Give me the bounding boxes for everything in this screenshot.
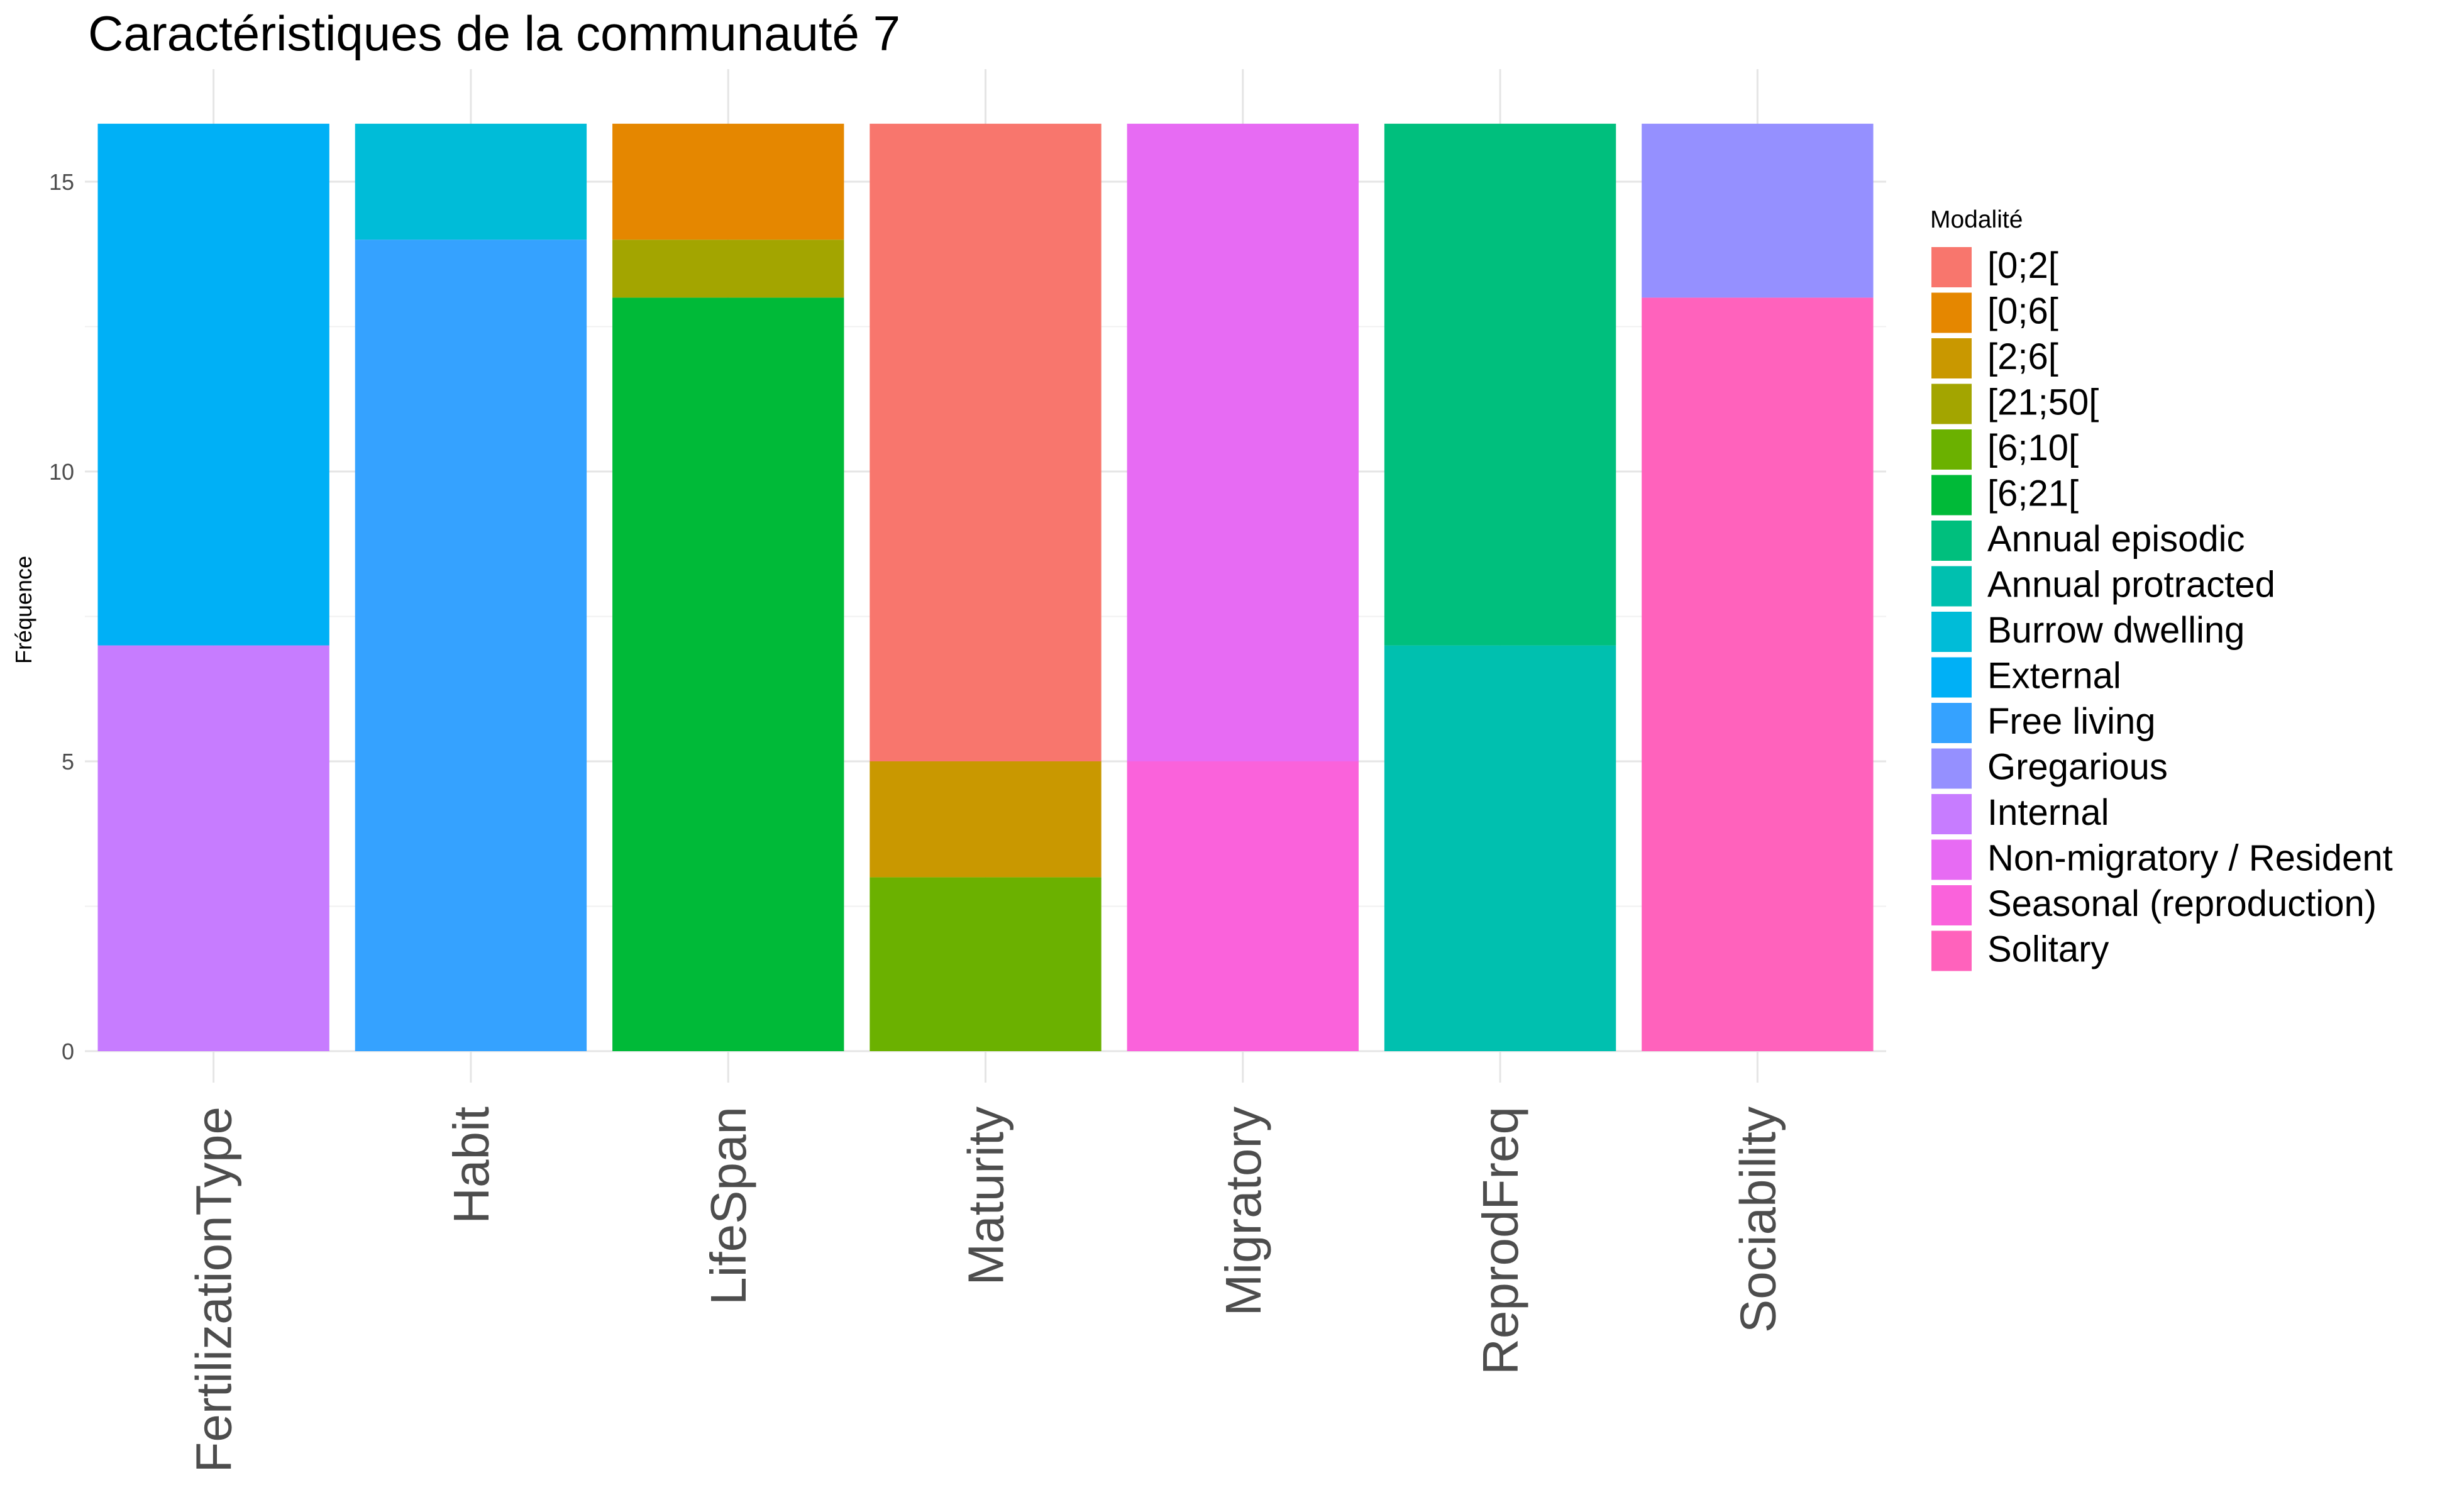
- legend-key: [1931, 748, 1972, 789]
- legend-key: [1931, 839, 1972, 880]
- legend-key: [1931, 338, 1972, 378]
- y-tick-label: 15: [49, 169, 74, 195]
- bar-segment: [1384, 123, 1616, 646]
- legend-label: Seasonal (reproduction): [1987, 883, 2377, 924]
- bar-segment: [1127, 123, 1359, 762]
- legend-key: [1931, 429, 1972, 470]
- bar-segment: [1384, 645, 1616, 1051]
- legend-key: [1931, 475, 1972, 516]
- legend-label: [21;50[: [1987, 382, 2099, 423]
- legend-label: Non-migratory / Resident: [1987, 838, 2393, 879]
- legend-label: Internal: [1987, 792, 2109, 833]
- x-tick-label: FertilizationType: [186, 1106, 242, 1472]
- bar-segment: [97, 123, 329, 646]
- legend-key: [1931, 566, 1972, 607]
- x-tick-label: Maturity: [958, 1106, 1014, 1286]
- y-axis-label: Fréquence: [11, 556, 36, 664]
- bar-segment: [97, 645, 329, 1051]
- legend-label: [6;21[: [1987, 473, 2079, 514]
- bar-segment: [612, 297, 844, 1051]
- legend-label: Free living: [1987, 701, 2156, 742]
- legend-label: Burrow dwelling: [1987, 610, 2245, 651]
- legend-label: Solitary: [1987, 929, 2109, 970]
- legend-key: [1931, 657, 1972, 698]
- bar-segment: [870, 761, 1102, 878]
- legend: Modalité [0;2[ [0;6[[2;6[ [21;50[ [6;10[ [6;…: [1930, 206, 2393, 971]
- legend-key: [1931, 703, 1972, 743]
- axes: 0 5 10 15 FertilizationType Habit LifeSpan Matu…: [49, 169, 1786, 1472]
- bar-segment: [355, 123, 587, 240]
- x-tick-label: ReprodFreq: [1472, 1106, 1528, 1375]
- legend-label: [2;6[: [1987, 336, 2058, 377]
- legend-key: [1931, 292, 1972, 333]
- bar-segment: [612, 240, 844, 298]
- legend-title: Modalité: [1930, 206, 2023, 233]
- x-tick-label: LifeSpan: [700, 1106, 756, 1305]
- legend-label: [0;6[: [1987, 291, 2058, 332]
- bar-segment: [612, 123, 844, 240]
- legend-label: Gregarious: [1987, 747, 2168, 788]
- legend-key: [1931, 930, 1972, 971]
- y-tick-label: 5: [62, 749, 74, 775]
- legend-key: [1931, 794, 1972, 834]
- y-tick-label: 0: [62, 1039, 74, 1064]
- bar-segment: [355, 240, 587, 1052]
- legend-key: [1931, 885, 1972, 925]
- bar-segment: [1642, 297, 1874, 1051]
- bar-segment: [870, 877, 1102, 1051]
- bar-segment: [1642, 123, 1874, 298]
- legend-label: Annual episodic: [1987, 519, 2245, 560]
- legend-key: [1931, 521, 1972, 561]
- bar-segment: [870, 123, 1102, 762]
- legend-key: [1931, 247, 1972, 287]
- bars: [97, 123, 1874, 1052]
- y-tick-label: 10: [49, 459, 74, 485]
- legend-label: External: [1987, 656, 2121, 697]
- legend-key: [1931, 612, 1972, 652]
- legend-label: Annual protracted: [1987, 565, 2275, 605]
- x-tick-label: Habit: [443, 1106, 499, 1224]
- legend-key: [1931, 384, 1972, 424]
- legend-label: [0;2[: [1987, 245, 2058, 286]
- legend-label: [6;10[: [1987, 428, 2079, 468]
- x-tick-label: Sociability: [1730, 1106, 1786, 1333]
- bar-segment: [1127, 761, 1359, 1051]
- x-tick-label: Migratory: [1215, 1106, 1271, 1316]
- chart-title: Caractéristiques de la communauté 7: [88, 6, 900, 61]
